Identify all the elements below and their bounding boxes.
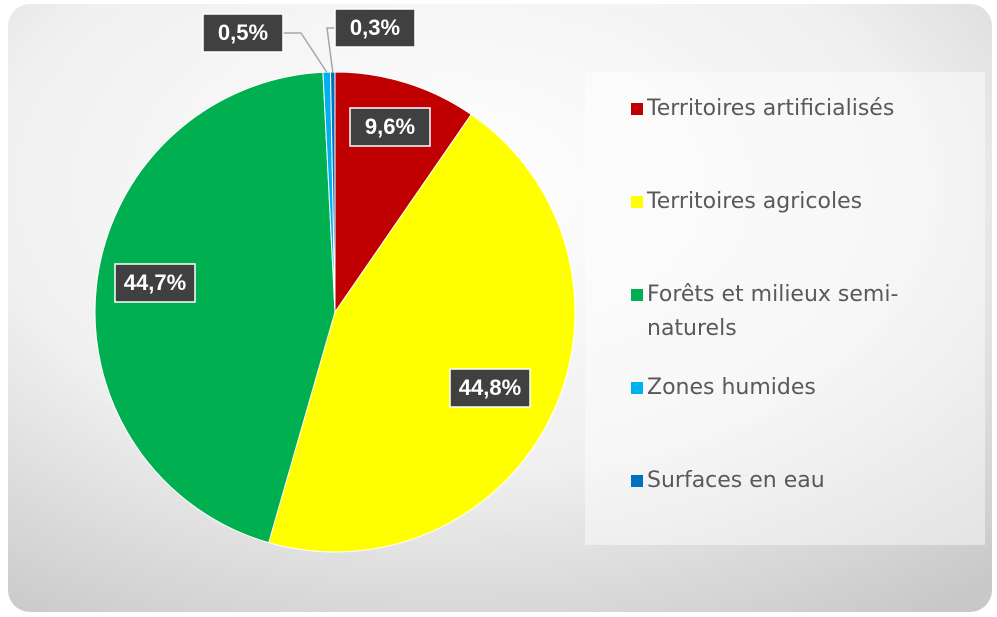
data-label-box — [449, 368, 531, 408]
legend-swatch — [631, 475, 643, 487]
legend-swatch — [631, 382, 643, 394]
data-label-box — [349, 107, 431, 147]
legend-item: Zones humides — [631, 371, 947, 464]
pie-slice — [94, 71, 336, 544]
data-label-box — [114, 263, 196, 303]
data-label-box — [334, 8, 416, 48]
legend-item: Territoires agricoles — [631, 185, 947, 278]
legend-item: Territoires artificialisés — [631, 92, 947, 185]
legend: Territoires artificialisés Territoires ag… — [585, 72, 985, 545]
legend-label: Territoires artificialisés — [647, 96, 895, 121]
data-label: 44,8% — [459, 375, 521, 400]
legend-swatch — [631, 103, 643, 115]
legend-label: Forêts et milieux semi-naturels — [647, 282, 899, 341]
data-label: 9,6% — [365, 114, 415, 139]
legend-swatch — [631, 196, 643, 208]
leader-line — [326, 27, 335, 73]
data-label: 44,7% — [124, 270, 186, 295]
legend-item: Forêts et milieux semi-naturels — [631, 278, 947, 371]
legend-item: Surfaces en eau — [631, 464, 947, 557]
legend-label: Zones humides — [647, 375, 816, 400]
leader-line — [283, 32, 328, 73]
legend-swatch — [631, 289, 643, 301]
data-label: 0,3% — [350, 15, 400, 40]
legend-label: Surfaces en eau — [647, 468, 825, 493]
data-label-box — [202, 13, 284, 53]
pie-slice — [268, 113, 576, 553]
data-label: 0,5% — [218, 20, 268, 45]
pie-slice — [329, 71, 336, 313]
legend-label: Territoires agricoles — [647, 189, 863, 214]
